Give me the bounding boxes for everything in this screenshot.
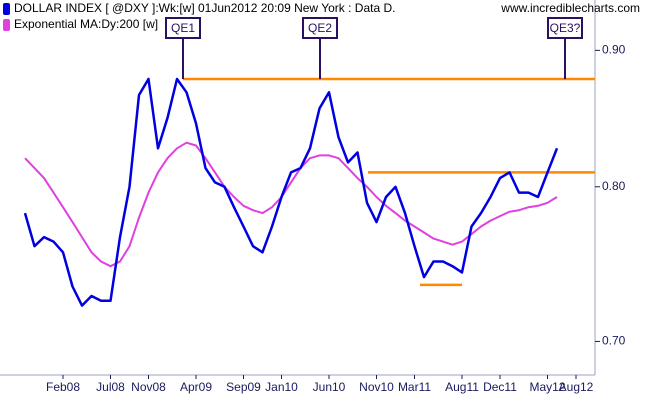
- series-line: [23, 77, 559, 307]
- x-tick-label: Nov10: [359, 380, 394, 394]
- legend-swatch: [3, 3, 10, 15]
- annotation-box: [547, 17, 583, 39]
- annotation: QE1: [171, 21, 195, 35]
- x-tick-label: Aug12: [559, 380, 594, 394]
- x-tick-label: Apr09: [180, 380, 212, 394]
- annotation: QE2: [308, 21, 332, 35]
- y-tick-label: 0.90: [602, 43, 626, 57]
- x-tick-label: Sep09: [226, 380, 261, 394]
- annotation-box: [302, 17, 338, 39]
- x-tick-label: May12: [529, 380, 565, 394]
- x-tick-label: Aug11: [445, 380, 479, 394]
- x-tick-label: Dec11: [483, 380, 517, 394]
- watermark: www.incrediblecharts.com: [500, 1, 640, 15]
- x-tick-label: Mar11: [398, 380, 431, 394]
- legend-label: Exponential MA:Dy:200 [w]: [14, 17, 158, 31]
- y-tick-label: 0.70: [602, 334, 626, 348]
- x-tick-label: Jan10: [265, 380, 298, 394]
- legend-swatch: [3, 19, 10, 31]
- annotation: QE3?: [550, 21, 581, 35]
- annotation-box: [165, 17, 201, 39]
- x-tick-label: Jul08: [96, 380, 125, 394]
- y-tick-label: 0.80: [602, 179, 626, 193]
- x-tick-label: Jun10: [313, 380, 346, 394]
- x-tick-label: Feb08: [46, 380, 80, 394]
- legend-label: DOLLAR INDEX [ @DXY ]:Wk:[w] 01Jun2012 2…: [14, 1, 395, 15]
- x-tick-label: Nov08: [131, 380, 166, 394]
